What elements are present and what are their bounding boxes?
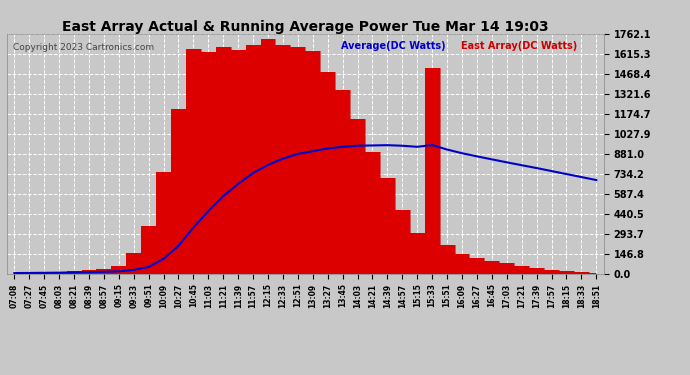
Title: East Array Actual & Running Average Power Tue Mar 14 19:03: East Array Actual & Running Average Powe…	[62, 20, 549, 34]
Text: Average(DC Watts): Average(DC Watts)	[341, 41, 446, 51]
Text: East Array(DC Watts): East Array(DC Watts)	[460, 41, 577, 51]
Text: Copyright 2023 Cartronics.com: Copyright 2023 Cartronics.com	[13, 44, 154, 52]
